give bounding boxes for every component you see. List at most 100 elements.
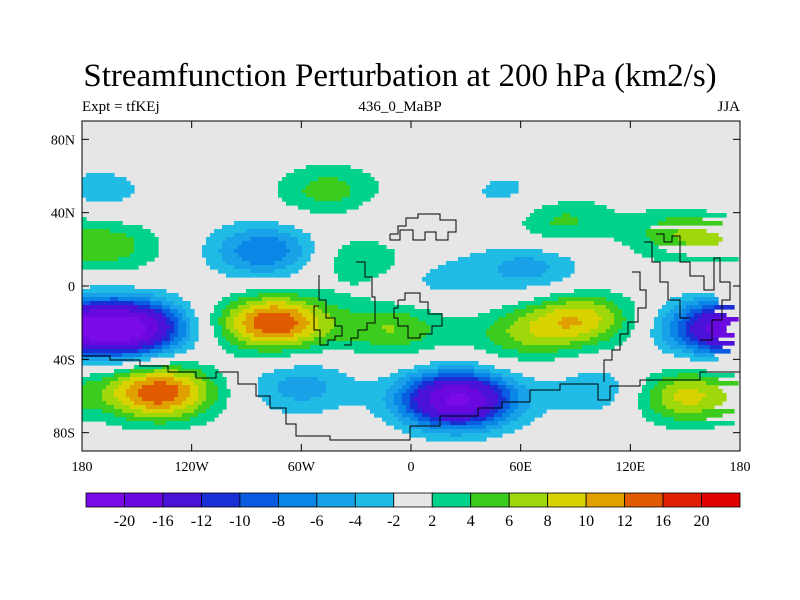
contour-cell — [238, 329, 247, 334]
contour-cell — [126, 393, 139, 398]
contour-cell — [662, 317, 675, 322]
contour-cell — [474, 373, 491, 378]
contour-cell — [218, 301, 231, 306]
contour-cell — [562, 213, 571, 218]
contour-cell — [674, 417, 707, 422]
contour-cell — [470, 385, 491, 390]
contour-cell — [282, 409, 323, 414]
contour-cell — [426, 321, 495, 326]
contour-cell — [86, 381, 111, 386]
contour-cell — [182, 305, 191, 310]
contour-cell — [386, 329, 395, 334]
contour-cell — [422, 413, 431, 418]
contour-cell — [174, 313, 183, 318]
contour-cell — [486, 397, 499, 402]
contour-cell — [278, 305, 303, 310]
contour-cell — [218, 341, 231, 346]
contour-cell — [334, 269, 387, 274]
contour-cell — [162, 301, 175, 306]
contour-cell — [494, 341, 523, 346]
contour-cell — [170, 341, 179, 346]
contour-cell — [302, 329, 315, 334]
contour-cell — [226, 337, 239, 342]
contour-cell — [642, 253, 687, 258]
coastline-south-america — [313, 275, 343, 346]
contour-cell — [642, 389, 651, 394]
contour-cell — [158, 353, 175, 358]
contour-cell — [430, 285, 527, 290]
contour-cell — [82, 353, 123, 358]
contour-cell — [182, 337, 191, 342]
contour-cell — [298, 309, 311, 314]
contour-cell — [422, 429, 491, 434]
contour-cell — [242, 309, 255, 314]
contour-cell — [494, 413, 503, 418]
contour-cell — [186, 321, 191, 326]
contour-cell — [534, 333, 579, 338]
contour-cell — [530, 329, 591, 334]
contour-cell — [82, 321, 143, 326]
contour-cell — [178, 317, 183, 322]
contour-cell — [418, 401, 431, 406]
contour-cell — [518, 405, 531, 410]
contour-cell — [518, 301, 543, 306]
contour-cell — [534, 257, 571, 262]
contour-cell — [82, 417, 127, 422]
contour-cell — [150, 297, 167, 302]
contour-cell — [490, 385, 499, 390]
contour-cell — [622, 309, 635, 314]
contour-cell — [190, 325, 199, 330]
contour-cell — [190, 393, 199, 398]
contour-cell — [654, 341, 667, 346]
contour-cell — [82, 357, 135, 362]
contour-cell — [510, 421, 531, 426]
contour-cell — [222, 253, 239, 258]
contour-cell — [166, 329, 175, 334]
contour-cell — [194, 373, 207, 378]
contour-cell — [414, 365, 439, 370]
contour-cell — [486, 349, 519, 354]
contour-cell — [642, 385, 655, 390]
contour-cell — [106, 401, 123, 406]
contour-cell — [262, 373, 347, 378]
contour-cell — [202, 369, 219, 374]
contour-cell — [82, 409, 103, 414]
contour-cell — [662, 389, 679, 394]
contour-cell — [82, 289, 167, 294]
coastline-south-america-east — [344, 261, 376, 346]
contour-cell — [222, 313, 231, 318]
contour-cell — [610, 309, 623, 314]
contour-cell — [650, 329, 663, 334]
contour-cell — [82, 341, 139, 346]
contour-cell — [162, 309, 171, 314]
contour-cell — [702, 305, 715, 310]
contour-cell — [502, 389, 511, 394]
contour-cell — [394, 393, 403, 398]
colorbar-swatch — [470, 492, 510, 508]
contour-cell — [202, 377, 211, 382]
contour-cell — [138, 393, 179, 398]
contour-cell — [238, 245, 287, 250]
contour-cell — [202, 249, 219, 254]
coastline-africa — [393, 292, 443, 339]
contour-cell — [138, 317, 155, 322]
contour-cell — [350, 241, 379, 246]
contour-cell — [218, 393, 231, 398]
contour-cell — [698, 341, 707, 346]
contour-cell — [82, 217, 87, 222]
contour-cell — [598, 333, 615, 338]
contour-cell — [666, 217, 703, 222]
colorbar-label: -8 — [272, 513, 285, 530]
contour-cell — [182, 317, 191, 322]
contour-cell — [650, 389, 663, 394]
contour-cell — [82, 413, 115, 418]
contour-cell — [298, 293, 351, 298]
contour-cell — [350, 281, 359, 286]
contour-cell — [234, 221, 279, 226]
contour-cell — [482, 421, 499, 426]
contour-cell — [82, 349, 139, 354]
contour-cell — [386, 421, 403, 426]
contour-cell — [274, 369, 339, 374]
contour-cell — [470, 417, 487, 422]
contour-cell — [230, 329, 239, 334]
